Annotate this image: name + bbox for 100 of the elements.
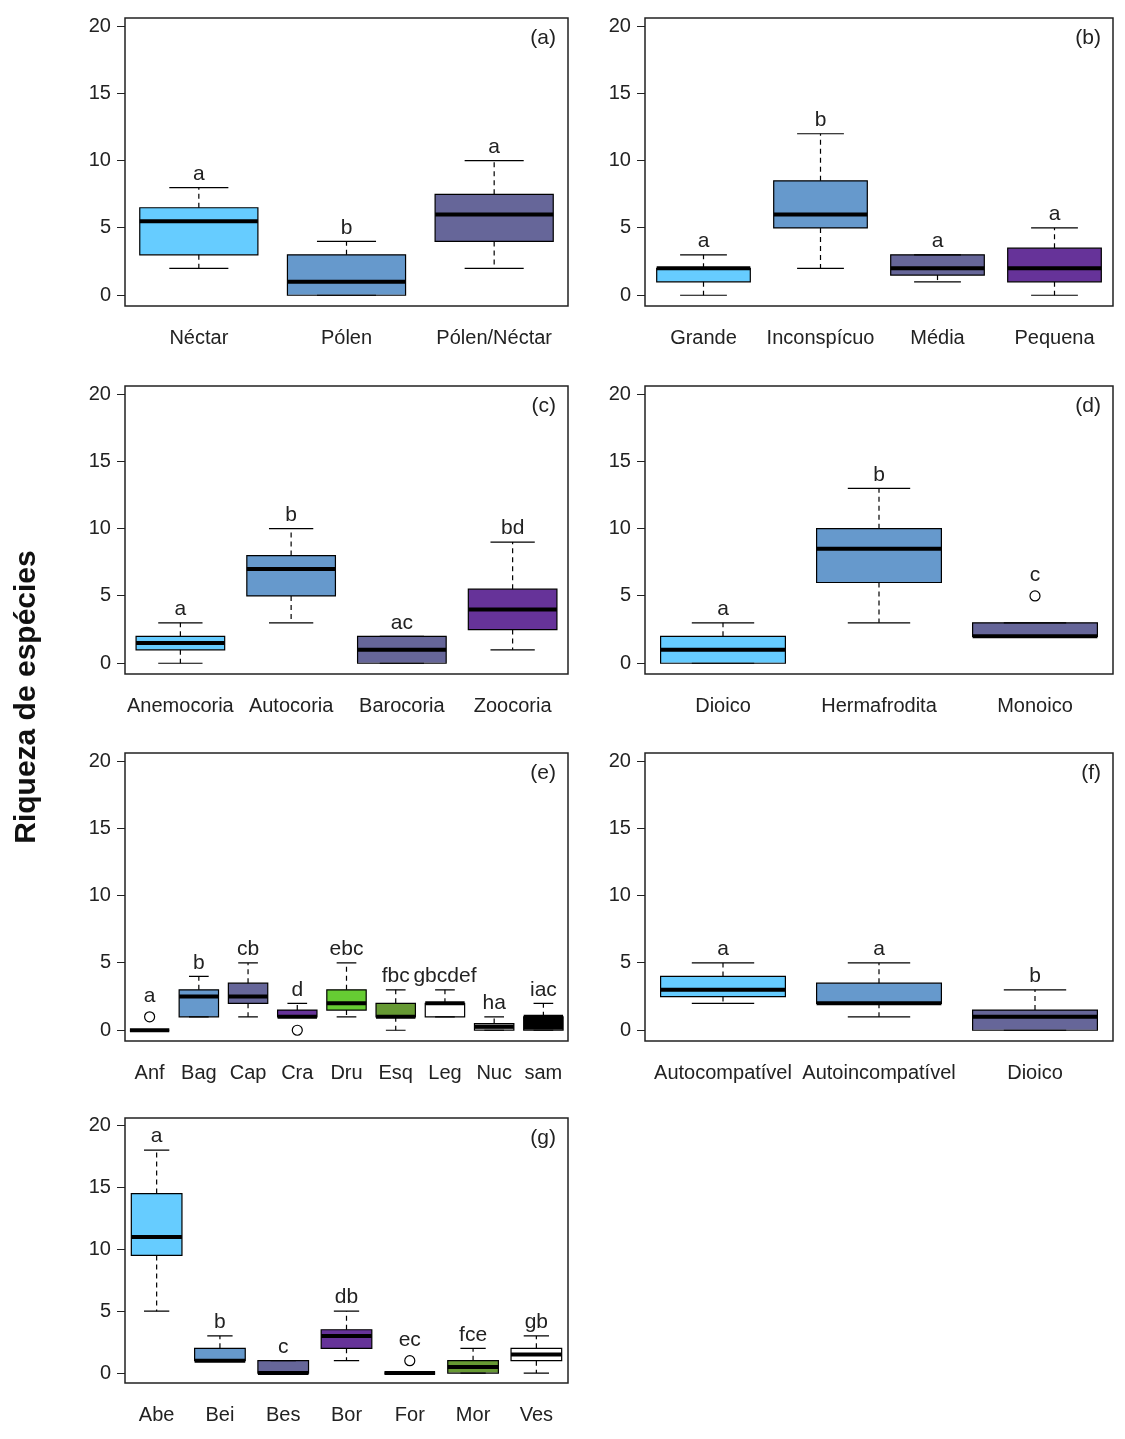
annotation: a [697, 228, 710, 252]
annotation: c [1029, 562, 1041, 586]
x-tick-label: Anemocoria [127, 693, 235, 716]
annotation: cb [236, 936, 260, 960]
x-tick-label: Pólen/Néctar [436, 325, 553, 348]
annotation: iac [529, 976, 557, 1000]
y-tick-label: 5 [99, 950, 111, 973]
x-tick-label: Dru [330, 1060, 363, 1083]
annotation: ac [390, 609, 413, 633]
annotation: a [1048, 201, 1061, 225]
y-tick-label: 10 [88, 516, 111, 539]
x-tick-label: Média [910, 325, 966, 348]
y-tick-label: 5 [99, 583, 111, 606]
x-tick-label: Inconspícuo [766, 325, 875, 348]
y-tick-label: 0 [619, 282, 631, 305]
annotation: b [873, 461, 885, 485]
x-tick-label: Autoincompatível [802, 1060, 956, 1083]
y-tick-label: 5 [619, 583, 631, 606]
y-tick-label: 5 [619, 215, 631, 238]
y-tick-label: 10 [608, 148, 631, 171]
x-tick-label: For [394, 1402, 426, 1425]
y-tick-label: 15 [608, 80, 631, 103]
y-tick-label: 15 [88, 80, 111, 103]
annotation: a [174, 596, 187, 620]
annotation: a [717, 596, 730, 620]
x-tick-label: Bes [265, 1402, 301, 1425]
annotation: gbcdef [413, 963, 477, 987]
annotation: d [291, 976, 304, 1000]
annotation: a [143, 983, 156, 1007]
y-tick-label: 0 [99, 1360, 111, 1383]
x-tick-label: Hermafrodita [821, 693, 938, 716]
annotation: fbc [381, 963, 410, 987]
y-tick-label: 0 [99, 650, 111, 673]
y-tick-label: 20 [88, 1112, 111, 1135]
annotation: b [285, 501, 297, 525]
annotation: ha [482, 990, 507, 1014]
y-tick-label: 10 [608, 516, 631, 539]
x-tick-label: Pequena [1014, 325, 1096, 348]
annotation: a [873, 936, 886, 960]
y-tick-label: 10 [88, 883, 111, 906]
annotation: bd [500, 515, 525, 539]
x-tick-label: Monoico [997, 693, 1073, 716]
x-tick-label: Bei [205, 1402, 235, 1425]
y-tick-label: 15 [88, 815, 111, 838]
y-tick-label: 15 [608, 448, 631, 471]
y-tick-label: 0 [619, 1017, 631, 1040]
annotation: a [192, 160, 205, 184]
x-tick-label: Ves [519, 1402, 554, 1425]
x-tick-label: Anf [134, 1060, 166, 1083]
annotation: a [488, 133, 501, 157]
x-tick-label: Bag [181, 1060, 217, 1083]
annotation: (a) [530, 25, 556, 49]
annotation: (f) [1081, 760, 1101, 784]
y-tick-label: 0 [99, 1017, 111, 1040]
x-tick-label: Nuc [476, 1060, 512, 1083]
x-tick-label: Autocompatível [654, 1060, 792, 1083]
x-tick-label: Dioico [695, 693, 751, 716]
x-tick-label: Zoocoria [473, 693, 553, 716]
annotation: b [214, 1309, 226, 1333]
annotation: fce [459, 1321, 488, 1345]
annotation: (d) [1075, 393, 1101, 417]
y-tick-label: 15 [88, 448, 111, 471]
annotation: a [931, 228, 944, 252]
x-tick-label: Barocoria [359, 693, 446, 716]
x-tick-label: Grande [670, 325, 737, 348]
annotation: ebc [329, 936, 364, 960]
y-tick-label: 20 [608, 381, 631, 404]
annotation: (c) [531, 393, 556, 417]
annotation: c [277, 1334, 289, 1358]
x-tick-label: Mor [455, 1402, 491, 1425]
y-tick-label: 20 [608, 748, 631, 771]
x-tick-label: sam [524, 1060, 563, 1083]
y-tick-label: 5 [619, 950, 631, 973]
x-tick-label: Bor [330, 1402, 363, 1425]
x-tick-label: Abe [138, 1402, 175, 1425]
y-tick-label: 20 [608, 13, 631, 36]
annotation: ec [398, 1327, 421, 1351]
annotation: (e) [530, 760, 556, 784]
annotation: a [717, 936, 730, 960]
y-tick-label: 5 [99, 1298, 111, 1321]
y-tick-label: 15 [608, 815, 631, 838]
annotation: gb [524, 1309, 549, 1333]
annotation: a [150, 1123, 163, 1147]
x-tick-label: Autocoria [248, 693, 335, 716]
x-tick-label: Dioico [1007, 1060, 1063, 1083]
x-tick-label: Esq [378, 1060, 413, 1083]
x-tick-label: Néctar [169, 325, 229, 348]
y-tick-label: 10 [88, 1236, 111, 1259]
y-tick-label: 0 [99, 282, 111, 305]
annotation: b [192, 949, 205, 973]
y-tick-label: 10 [608, 883, 631, 906]
x-tick-label: Cra [281, 1060, 315, 1083]
annotation: db [334, 1284, 359, 1308]
annotation: (g) [530, 1125, 556, 1149]
y-axis-title: Riqueza de espécies [8, 549, 42, 846]
y-tick-label: 0 [619, 650, 631, 673]
y-tick-label: 5 [99, 215, 111, 238]
x-tick-label: Leg [428, 1060, 462, 1083]
y-tick-label: 20 [88, 381, 111, 404]
y-tick-label: 15 [88, 1174, 111, 1197]
